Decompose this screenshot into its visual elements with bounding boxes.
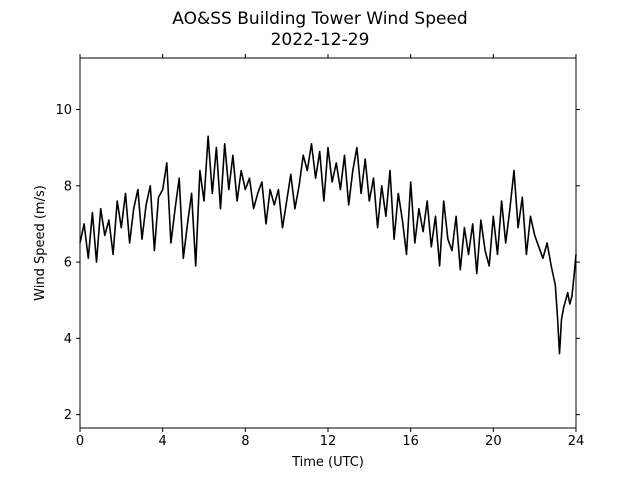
plot-area: [79, 135, 577, 355]
x-tick-label: 12: [320, 434, 337, 449]
y-tick-label: 4: [64, 332, 72, 347]
wind-speed-line: [79, 135, 577, 355]
y-tick-label: 2: [64, 408, 72, 423]
x-axis: 0 4 8 12 16 20 24: [76, 54, 584, 449]
y-tick-label: 8: [64, 179, 72, 194]
chart-subtitle: 2022-12-29: [271, 30, 370, 50]
y-tick-label: 6: [64, 256, 72, 271]
x-axis-label: Time (UTC): [291, 455, 364, 470]
x-tick-label: 16: [402, 434, 419, 449]
y-tick-label: 10: [55, 103, 72, 118]
x-tick-label: 0: [76, 434, 84, 449]
x-tick-label: 24: [568, 434, 585, 449]
chart-title: AO&SS Building Tower Wind Speed: [172, 9, 467, 29]
y-axis: 2 4 6 8 10: [55, 103, 580, 423]
x-tick-label: 4: [159, 434, 167, 449]
x-tick-label: 8: [241, 434, 249, 449]
y-axis-label: Wind Speed (m/s): [33, 185, 48, 301]
x-tick-label: 20: [485, 434, 502, 449]
